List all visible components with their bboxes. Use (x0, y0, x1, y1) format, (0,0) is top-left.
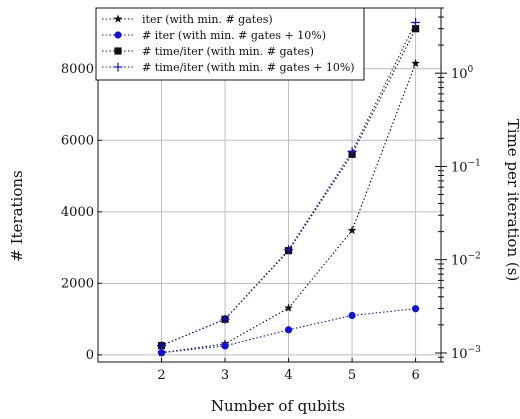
series-2-circle-marker (348, 311, 356, 320)
legend-label-2: # iter (with min. # gates + 10%) (142, 29, 326, 42)
x-tick-label: 6 (411, 368, 419, 383)
x-tick-label: 2 (157, 368, 165, 383)
x-axis-label: Number of qubits (211, 397, 345, 415)
series-2-circle-marker (411, 305, 420, 313)
right-y-tick-label: 10−2 (451, 252, 481, 269)
series-2-circle-marker (284, 326, 293, 334)
legend-marker-2 (114, 31, 122, 39)
series-1-star-marker (411, 58, 420, 68)
series-4-plus-marker (411, 17, 421, 27)
series-3-square-marker (411, 25, 420, 33)
legend: iter (with min. # gates) # iter (with min… (95, 7, 365, 81)
legend-marker-3 (114, 47, 122, 55)
series-2-circle-marker (221, 342, 229, 350)
left-y-tick-label: 4000 (61, 205, 94, 220)
legend-marker-4 (113, 62, 123, 72)
series-4-plus-marker (220, 314, 230, 324)
series-line-2 (161, 308, 416, 354)
left-y-tick-label: 8000 (61, 62, 94, 77)
left-y-tick-label: 6000 (61, 133, 94, 148)
left-y-axis-label: # Iterations (8, 170, 26, 262)
series-markers (157, 17, 421, 357)
series-1-star-marker (347, 225, 357, 235)
series-1-star-marker (284, 303, 293, 312)
right-y-axis-label: Time per iteration (s) (504, 119, 520, 282)
legend-label-3: # time/iter (with min. # gates) (142, 45, 314, 58)
left-y-tick-label: 2000 (61, 276, 94, 291)
x-tick-label: 4 (284, 368, 292, 383)
legend-label-1: iter (with min. # gates) (142, 13, 273, 26)
x-tick-label: 3 (221, 368, 229, 383)
legend-label-4: # time/iter (with min. # gates + 10%) (142, 61, 355, 74)
series-4-plus-marker (347, 146, 357, 156)
series-4-plus-marker (284, 245, 294, 255)
right-y-tick-label: 100 (451, 65, 474, 82)
legend-box (95, 7, 365, 81)
legend-marker-1 (113, 14, 123, 23)
series-4-plus-marker (157, 341, 167, 351)
right-y-tick-label: 10−3 (451, 345, 481, 362)
series-2-circle-marker (157, 349, 166, 357)
left-y-tick-label: 0 (86, 348, 94, 363)
x-tick-label: 5 (348, 368, 356, 383)
right-y-tick-label: 10−1 (451, 158, 481, 175)
axis-ticks: 2 3 4 5 6 0 2000 4000 6000 8000 10−3 10−2 10−1 100 (61, 7, 481, 383)
